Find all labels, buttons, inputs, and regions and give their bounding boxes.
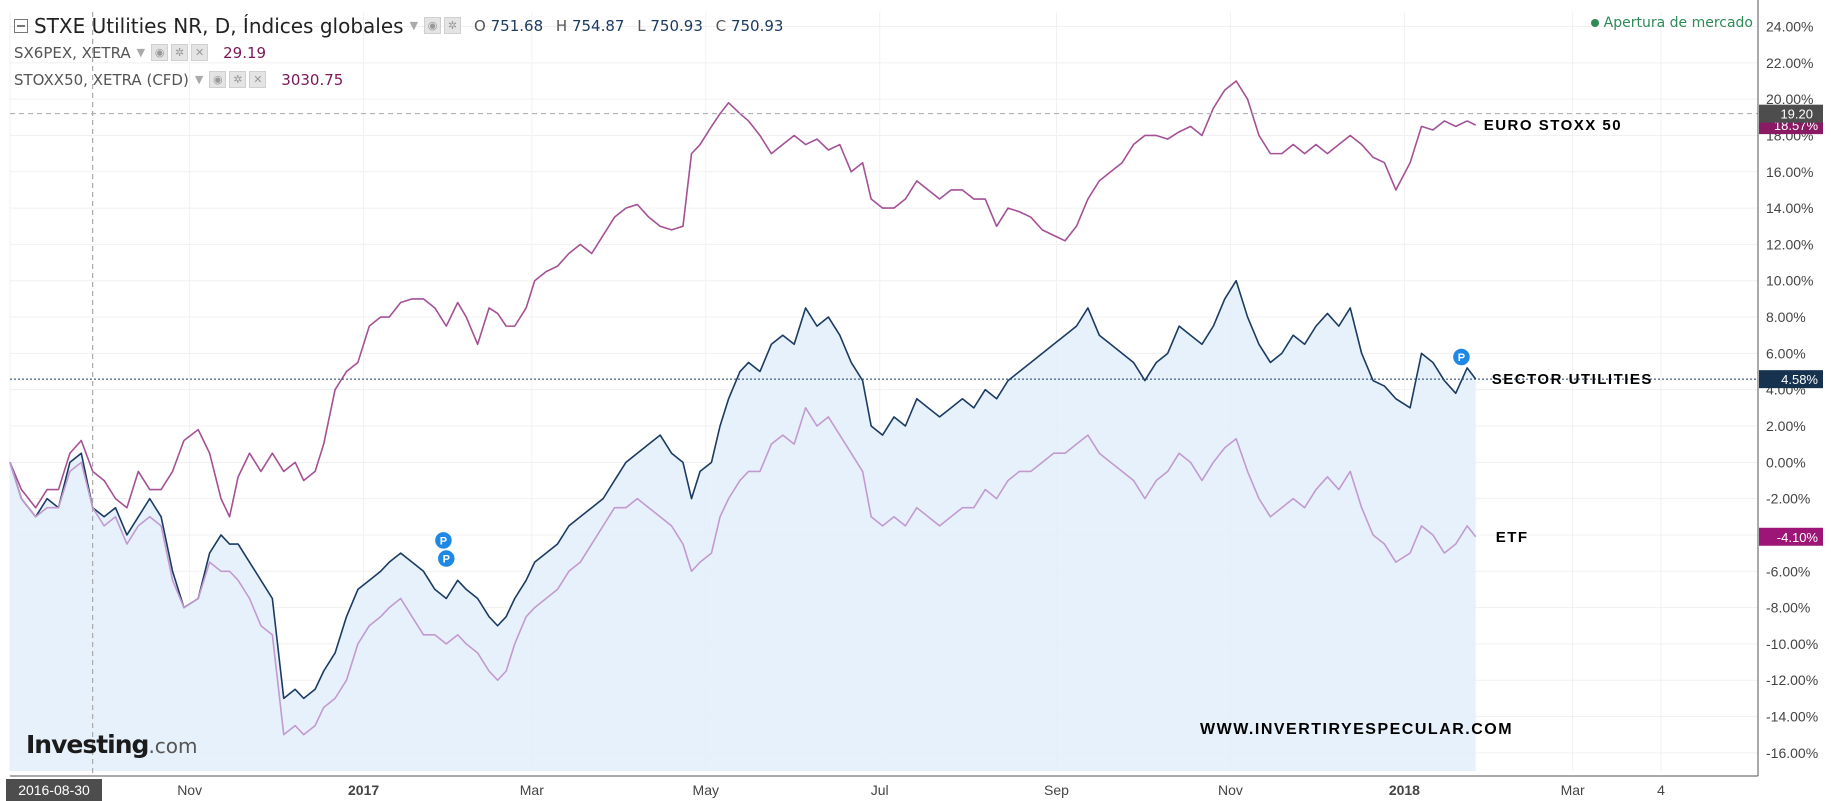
event-marker-label: P xyxy=(443,554,450,566)
series-line-euro-stoxx-50 xyxy=(9,80,1477,518)
logo-brand: Investing xyxy=(26,730,149,759)
ohlc-values: O 751.68 H 754.87 L 750.93 C 750.93 xyxy=(474,17,791,35)
low-label: L xyxy=(637,16,646,35)
low-value: 750.93 xyxy=(650,16,703,35)
chevron-down-icon[interactable]: ▼ xyxy=(136,46,146,59)
event-marker[interactable]: P xyxy=(436,548,457,569)
logo-tld: .com xyxy=(148,734,198,758)
y-tick-label: 8.00% xyxy=(1766,309,1806,325)
event-markers[interactable]: PPP xyxy=(433,347,1472,569)
x-tick-label: 2017 xyxy=(348,782,379,798)
event-marker[interactable]: P xyxy=(433,530,454,551)
high-label: H xyxy=(555,16,568,35)
investing-logo: Investing.com xyxy=(26,730,198,759)
series-lines xyxy=(9,80,1477,736)
y-tick-label: -12.00% xyxy=(1766,672,1818,688)
event-marker-label: P xyxy=(440,535,447,547)
y-tick-label: 6.00% xyxy=(1766,345,1806,361)
x-tick-label: May xyxy=(693,782,719,798)
close-value: 750.93 xyxy=(730,16,784,35)
crosshair-date-badge xyxy=(6,779,102,801)
stoxx50-title: STOXX50, XETRA (CFD) xyxy=(14,70,189,89)
y-tick-label: 12.00% xyxy=(1766,236,1813,252)
close-icon[interactable]: ✕ xyxy=(191,44,209,61)
eye-icon[interactable]: ◉ xyxy=(424,17,442,34)
gear-icon[interactable]: ✲ xyxy=(444,17,462,34)
close-icon[interactable]: ✕ xyxy=(249,71,267,88)
y-tick-label: -14.00% xyxy=(1766,709,1818,725)
x-tick-label: Jul xyxy=(871,782,889,798)
series-annotation: ETF xyxy=(1496,529,1529,546)
market-status: Apertura de mercado xyxy=(1590,15,1753,31)
event-marker-label: P xyxy=(1458,352,1465,364)
reference-value-tag xyxy=(1759,104,1823,123)
y-tick-label: -16.00% xyxy=(1766,745,1818,761)
watermark-text: WWW.INVERTIRYESPECULAR.COM xyxy=(1200,721,1513,738)
high-value: 754.87 xyxy=(571,16,625,35)
last-value-label: 4.58% xyxy=(1781,372,1818,387)
chevron-down-icon[interactable]: ▼ xyxy=(409,19,419,32)
y-tick-label: 20.00% xyxy=(1766,91,1813,107)
y-tick-label: -6.00% xyxy=(1766,563,1810,579)
y-tick-label: 24.00% xyxy=(1766,19,1813,35)
event-marker-circle[interactable] xyxy=(436,548,457,569)
sector-area-layer xyxy=(10,280,1476,771)
y-tick-label: 0.00% xyxy=(1766,454,1806,470)
x-tick-label: 4 xyxy=(1657,782,1665,798)
x-tick-label: Mar xyxy=(1561,782,1585,798)
gear-icon[interactable]: ✲ xyxy=(229,71,247,88)
legend-row-sx6pex[interactable]: SX6PEX, XETRA ▼ ◉ ✲ ✕ 29.19 xyxy=(14,39,791,66)
x-tick-label: Nov xyxy=(177,782,202,798)
event-marker-circle[interactable] xyxy=(1451,347,1472,367)
open-label: O xyxy=(474,16,486,35)
y-tick-label: 16.00% xyxy=(1766,164,1813,180)
stoxx50-value: 3030.75 xyxy=(281,70,344,89)
y-tick-label: -8.00% xyxy=(1766,600,1810,616)
last-value-tag xyxy=(1759,527,1823,546)
eye-icon[interactable]: ◉ xyxy=(209,71,227,88)
y-tick-label: 2.00% xyxy=(1766,418,1806,434)
y-tick-label: 10.00% xyxy=(1766,273,1813,289)
collapse-legend-icon[interactable] xyxy=(14,18,28,33)
y-tick-label: 22.00% xyxy=(1766,55,1813,71)
last-value-label: -4.10% xyxy=(1777,530,1819,545)
series-line-sector-utilities xyxy=(9,279,1477,700)
x-tick-label: Mar xyxy=(520,782,544,798)
series-annotation: EURO STOXX 50 xyxy=(1484,117,1622,134)
legend-row-stoxx50[interactable]: STOXX50, XETRA (CFD) ▼ ◉ ✲ ✕ 3030.75 xyxy=(14,66,791,93)
gear-icon[interactable]: ✲ xyxy=(171,44,189,61)
event-marker[interactable]: P xyxy=(1451,347,1472,367)
reference-value-label: 19.20 xyxy=(1780,107,1813,122)
chevron-down-icon[interactable]: ▼ xyxy=(194,73,204,86)
x-tick-label: 2016-08-30 xyxy=(18,782,90,798)
x-tick-label: 2018 xyxy=(1389,782,1420,798)
main-symbol-title: STXE Utilities NR, D, Índices globales xyxy=(34,13,404,38)
legend: STXE Utilities NR, D, Índices globales ▼… xyxy=(14,12,791,93)
y-tick-label: -2.00% xyxy=(1766,491,1810,507)
series-line-etf xyxy=(9,407,1477,736)
x-tick-label: Sep xyxy=(1044,782,1069,798)
open-value: 751.68 xyxy=(490,16,544,35)
reference-lines xyxy=(10,12,1758,776)
x-tick-label: Nov xyxy=(1218,782,1243,798)
sx6pex-value: 29.19 xyxy=(223,43,267,62)
y-tick-label: 14.00% xyxy=(1766,200,1813,216)
last-value-tag xyxy=(1759,370,1823,389)
sx6pex-title: SX6PEX, XETRA xyxy=(14,43,131,62)
eye-icon[interactable]: ◉ xyxy=(151,44,169,61)
market-status-text: Apertura de mercado xyxy=(1603,15,1753,31)
y-tick-label: -10.00% xyxy=(1766,636,1818,652)
close-label: C xyxy=(715,16,727,35)
series-annotation: SECTOR UTILITIES xyxy=(1492,371,1653,388)
axes: 24.00%22.00%20.00%18.00%16.00%14.00%12.0… xyxy=(6,0,1823,801)
annotations: EURO STOXX 50 SECTOR UTILITIES ETF WWW.INVE… xyxy=(1200,117,1653,738)
status-dot-icon xyxy=(1590,19,1599,27)
legend-row-main[interactable]: STXE Utilities NR, D, Índices globales ▼… xyxy=(14,12,791,39)
sector-area-fill xyxy=(10,280,1476,771)
